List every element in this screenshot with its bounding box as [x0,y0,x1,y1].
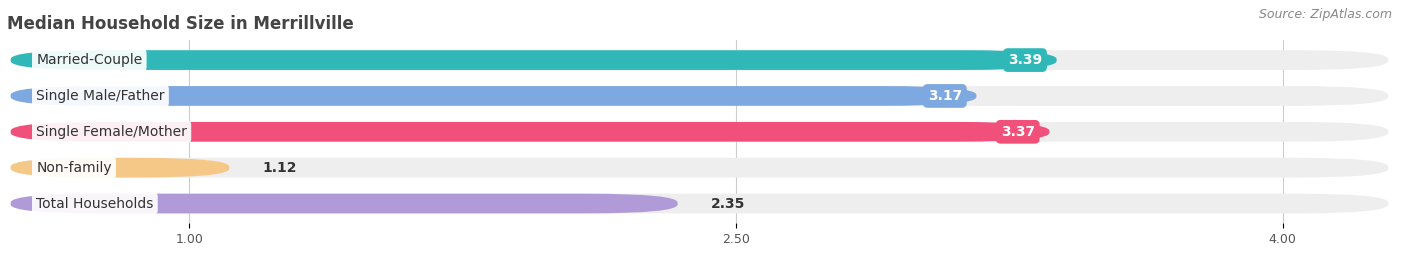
Text: 2.35: 2.35 [710,197,745,211]
Text: Single Female/Mother: Single Female/Mother [37,125,187,139]
FancyBboxPatch shape [11,50,1057,70]
FancyBboxPatch shape [11,158,229,178]
FancyBboxPatch shape [11,158,1388,178]
FancyBboxPatch shape [11,86,977,106]
Text: Source: ZipAtlas.com: Source: ZipAtlas.com [1258,8,1392,21]
Text: 3.39: 3.39 [1008,53,1042,67]
FancyBboxPatch shape [11,86,1388,106]
Text: Total Households: Total Households [37,197,153,211]
Text: 3.37: 3.37 [1001,125,1035,139]
FancyBboxPatch shape [11,122,1049,142]
Text: 1.12: 1.12 [262,161,297,175]
Text: Non-family: Non-family [37,161,112,175]
Text: 3.17: 3.17 [928,89,962,103]
FancyBboxPatch shape [11,122,1388,142]
Text: Single Male/Father: Single Male/Father [37,89,165,103]
FancyBboxPatch shape [11,194,678,213]
FancyBboxPatch shape [11,50,1388,70]
Text: Median Household Size in Merrillville: Median Household Size in Merrillville [7,15,354,33]
FancyBboxPatch shape [11,194,1388,213]
Text: Married-Couple: Married-Couple [37,53,142,67]
